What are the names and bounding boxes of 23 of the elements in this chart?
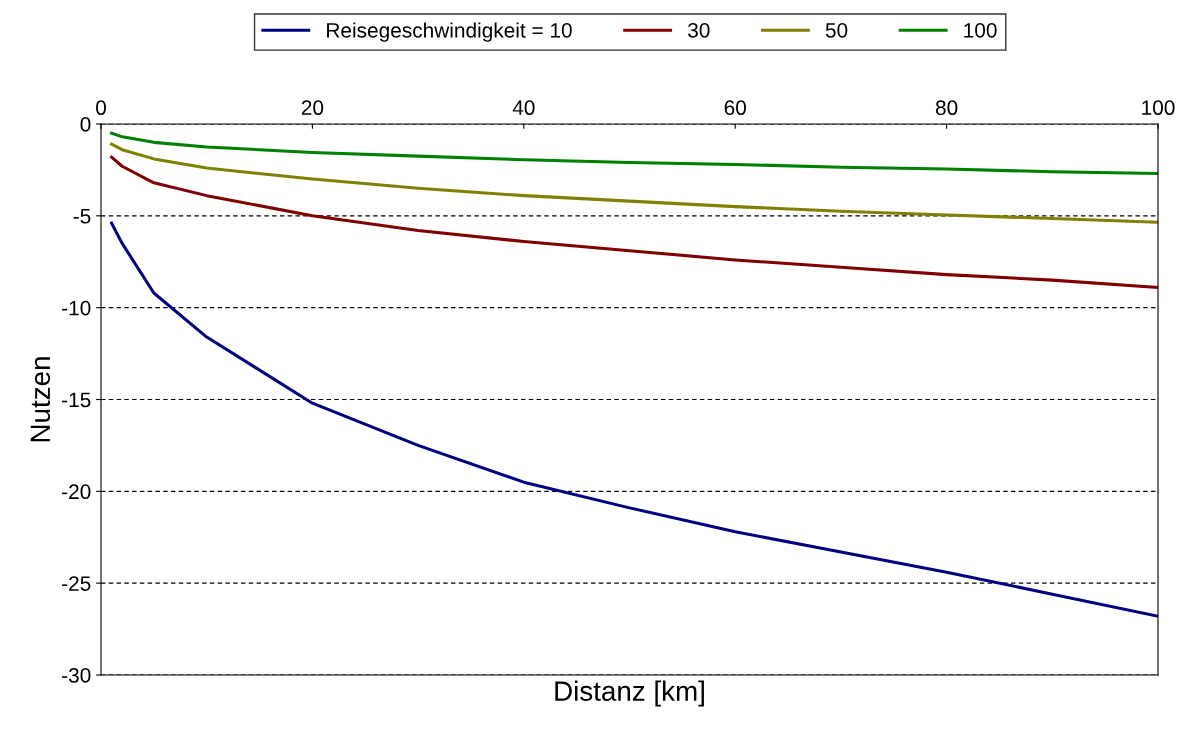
- y-tick-label: -25: [62, 576, 91, 591]
- legend-label: 100: [964, 22, 997, 38]
- x-tick-label: 100: [1142, 100, 1175, 116]
- x-axis-title: Distanz [km]: [555, 680, 704, 707]
- x-tick-label: 40: [512, 100, 535, 116]
- legend-label: Reisegeschwindigkeit = 10: [327, 22, 572, 42]
- y-tick-label: -20: [62, 484, 91, 500]
- line-series: [110, 155, 1158, 289]
- line-series: [110, 131, 1158, 176]
- y-tick-label: -5: [73, 209, 91, 224]
- line-series: [110, 142, 1158, 224]
- y-tick-label: 0: [80, 117, 91, 132]
- y-axis-title: Nutzen: [30, 357, 51, 442]
- y-tick-label: -10: [62, 300, 91, 316]
- y-tick-label: -30: [62, 668, 91, 683]
- y-tick-label: -15: [62, 392, 91, 408]
- legend-label: 50: [825, 22, 848, 38]
- legend-label: 30: [688, 22, 710, 38]
- x-tick-label: 0: [96, 100, 106, 116]
- x-tick-label: 80: [935, 100, 958, 116]
- line-series: [110, 221, 1158, 618]
- x-tick-label: 60: [724, 100, 746, 116]
- x-tick-label: 20: [301, 100, 324, 116]
